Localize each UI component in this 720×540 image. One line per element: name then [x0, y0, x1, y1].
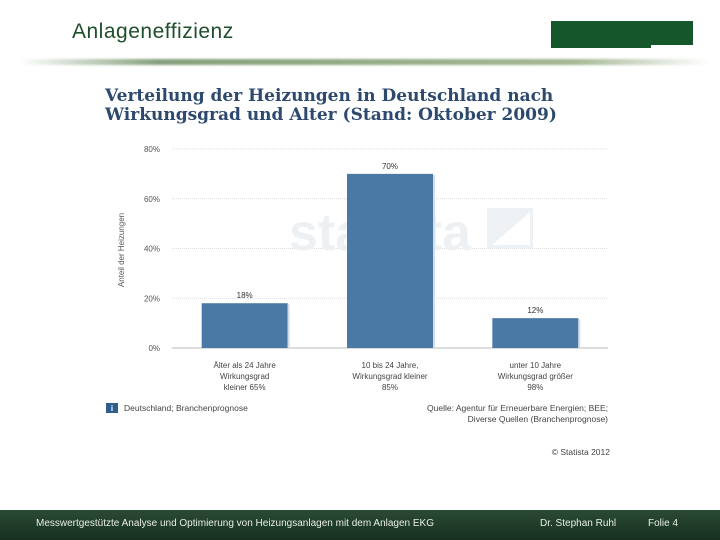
- logo-notch: [651, 45, 693, 49]
- y-tick-label: 80%: [144, 145, 160, 154]
- category-label: Wirkungsgrad: [220, 372, 269, 381]
- logo: [551, 21, 693, 45]
- chart-title: Verteilung der Heizungen in Deutschland …: [105, 86, 557, 125]
- info-icon[interactable]: i: [106, 403, 118, 413]
- title-divider: [20, 59, 710, 65]
- watermark-logo-icon: [487, 208, 533, 248]
- chart-note: Deutschland; Branchenprognose: [124, 403, 248, 413]
- x-axis-categories: Älter als 24 Jahre Wirkungsgrad kleiner 65…: [214, 361, 574, 392]
- data-label: 70%: [382, 162, 398, 171]
- copyright[interactable]: © Statista 2012: [552, 447, 611, 457]
- bar-shadow: [287, 304, 290, 348]
- category-label: unter 10 Jahre: [510, 361, 562, 370]
- footer-author: Dr. Stephan Ruhl: [540, 518, 617, 529]
- category-label: Wirkungsgrad größer: [498, 372, 573, 381]
- category-label: kleiner 65%: [224, 383, 266, 392]
- category-label: 10 bis 24 Jahre,: [362, 361, 419, 370]
- bars: [201, 173, 581, 348]
- y-axis-label: Anteil der Heizungen: [117, 213, 126, 287]
- source-line-1: Quelle: Agentur für Erneuerbare Energien…: [427, 403, 608, 413]
- data-label: 12%: [527, 306, 543, 315]
- category-label: Wirkungsgrad kleiner: [352, 372, 427, 381]
- bar-chart: statista 0%20%40%60%80% Anteil der Heizu…: [106, 145, 611, 457]
- footer-description: Messwertgestützte Analyse und Optimierun…: [36, 518, 434, 529]
- bar-shadow: [578, 319, 581, 348]
- y-tick-label: 0%: [148, 344, 160, 353]
- data-labels: 18% 70% 12%: [237, 162, 544, 315]
- footer-page-number: Folie 4: [648, 518, 679, 529]
- svg-text:i: i: [111, 404, 113, 413]
- slide-title: Anlageneffizienz: [72, 20, 234, 43]
- footer-bar: [0, 510, 720, 540]
- category-label: Älter als 24 Jahre: [214, 361, 277, 370]
- y-tick-label: 20%: [144, 294, 160, 303]
- category-label: 85%: [382, 383, 398, 392]
- source-line-2: Diverse Quellen (Branchenprognose): [468, 414, 608, 424]
- logo-underline: [551, 45, 651, 48]
- y-axis-ticks: 0% 20% 40% 60% 80%: [144, 145, 160, 353]
- y-tick-label: 60%: [144, 195, 160, 204]
- data-label: 18%: [237, 291, 253, 300]
- bar[interactable]: [492, 318, 579, 348]
- bar-shadow: [433, 174, 435, 348]
- y-tick-label: 40%: [144, 245, 160, 254]
- bar[interactable]: [201, 303, 288, 348]
- bar[interactable]: [347, 173, 433, 348]
- category-label: 98%: [527, 383, 543, 392]
